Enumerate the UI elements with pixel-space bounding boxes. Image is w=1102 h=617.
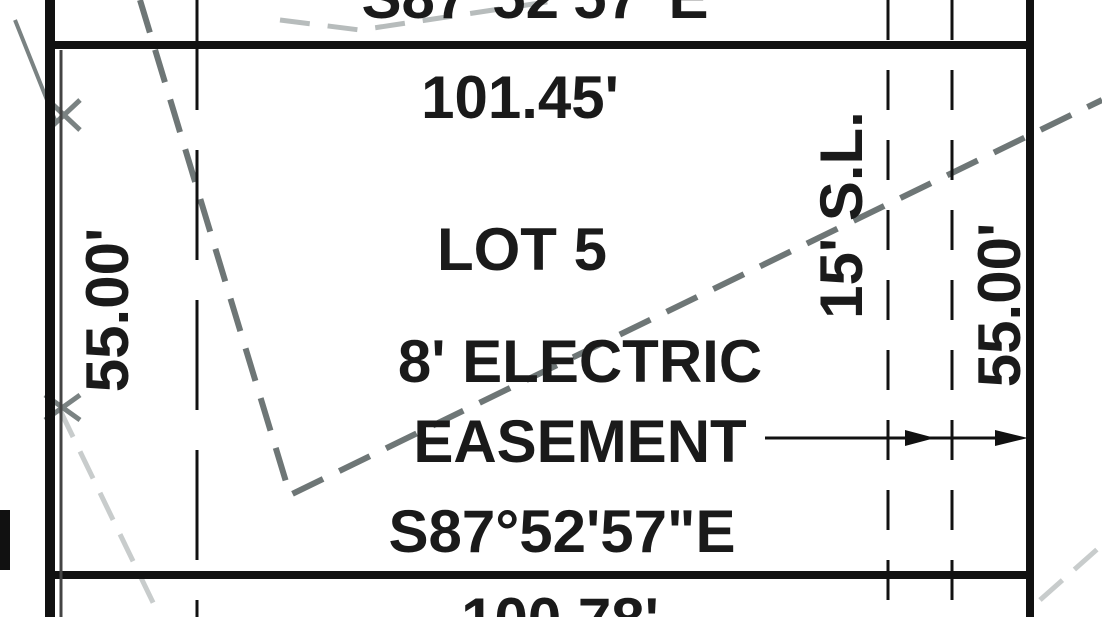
easement-line bbox=[57, 408, 163, 617]
easement-line bbox=[137, 0, 1102, 500]
setback-label: 15' S.L. bbox=[808, 111, 875, 319]
marker bbox=[43, 98, 82, 423]
lot-label: LOT 5 bbox=[437, 216, 607, 283]
easement-line bbox=[1038, 543, 1102, 602]
distance-label: 101.45' bbox=[421, 64, 619, 131]
arrowhead bbox=[905, 430, 935, 446]
bearing-label: S87°52'57"E bbox=[389, 498, 736, 565]
distance-label: 55.00' bbox=[74, 228, 141, 392]
bearing-label: S87°52'57"E bbox=[362, 0, 709, 31]
distance-label: 55.00' bbox=[966, 223, 1033, 387]
easement-line bbox=[279, 0, 561, 33]
easement-label: 8' ELECTRIC bbox=[398, 328, 762, 395]
distance-label: 100.78' bbox=[461, 586, 659, 617]
easement-label: EASEMENT bbox=[413, 408, 746, 475]
arrowhead bbox=[995, 430, 1028, 446]
